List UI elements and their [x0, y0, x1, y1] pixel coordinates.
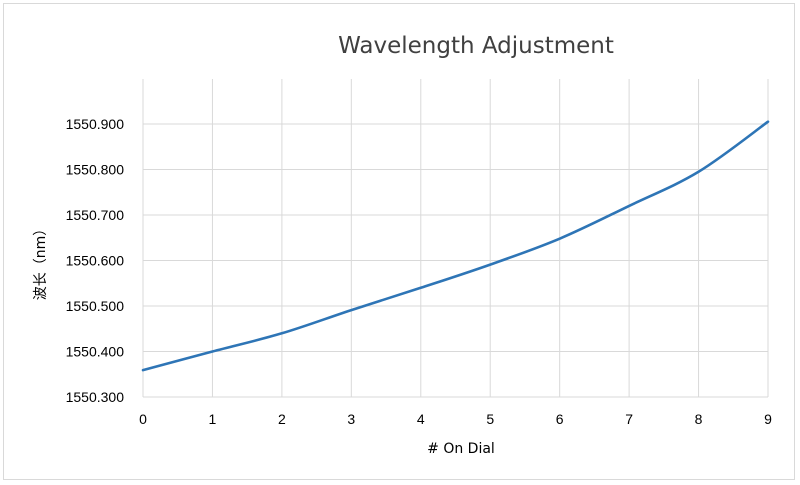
x-tick-label: 2: [278, 411, 286, 427]
x-tick-labels: 0 1 2 3 4 5 6 7 8 9: [139, 411, 772, 427]
x-tick-label: 0: [139, 411, 147, 427]
y-tick-label: 1550.600: [66, 253, 125, 269]
x-tick-label: 6: [556, 411, 564, 427]
chart-title: Wavelength Adjustment: [338, 33, 614, 59]
x-tick-label: 4: [417, 411, 425, 427]
y-tick-label: 1550.800: [66, 162, 125, 178]
y-tick-label: 1550.400: [66, 344, 125, 360]
x-tick-label: 7: [625, 411, 633, 427]
y-tick-label: 1550.900: [66, 116, 125, 132]
chart-frame: [3, 3, 795, 480]
x-tick-label: 1: [209, 411, 217, 427]
x-tick-label: 8: [695, 411, 703, 427]
x-tick-label: 9: [764, 411, 772, 427]
series-line: [141, 120, 770, 372]
y-tick-label: 1550.700: [66, 207, 125, 223]
x-axis-label: # On Dial: [427, 441, 495, 457]
y-tick-label: 1550.300: [66, 389, 125, 405]
x-tick-label: 5: [486, 411, 494, 427]
gridlines: [142, 79, 769, 398]
x-tick-label: 3: [347, 411, 355, 427]
y-tick-labels: 1550.300 1550.400 1550.500 1550.600 1550.700…: [66, 116, 125, 405]
y-axis-label: 波长（nm）: [33, 222, 49, 301]
y-tick-label: 1550.500: [66, 298, 125, 314]
